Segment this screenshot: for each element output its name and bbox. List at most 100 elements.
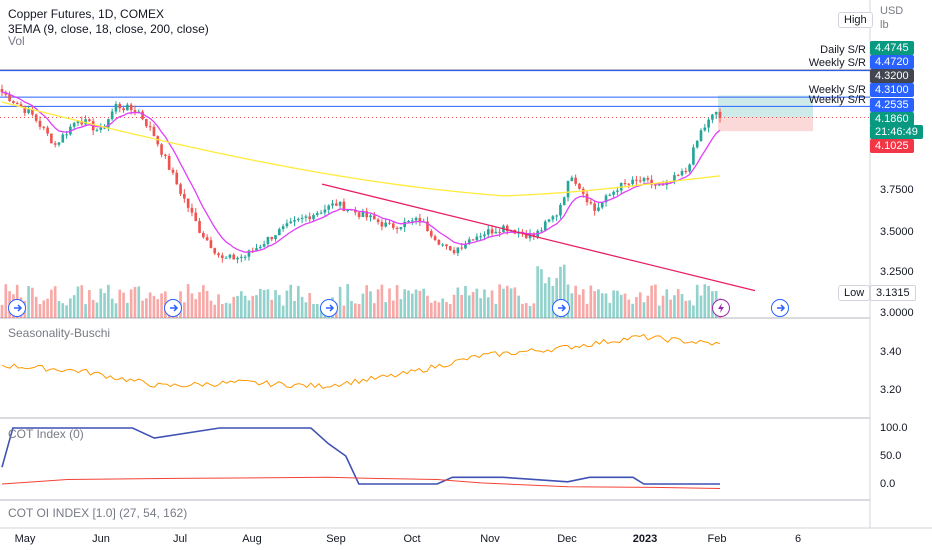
candle-body [631,179,634,185]
volume-bar [300,296,304,318]
volume-bar [152,295,156,318]
candle-body [414,217,418,221]
candle-body [232,254,236,260]
volume-bar [236,295,239,318]
candle-body [285,223,289,227]
candle-body [293,220,296,222]
volume-bar [274,290,277,318]
candle-body [357,212,361,217]
volume-bar [350,301,353,318]
candle-body [418,217,422,223]
candle-body [711,114,714,120]
volume-bar [243,295,247,318]
volume-bar [342,305,346,318]
sr-label-daily: Daily S/R [820,44,866,56]
volume-bar [593,291,596,318]
candle-body [524,233,528,239]
volume-bar [289,284,293,318]
sr-tag-weekly-1: 4.4720 [870,55,914,69]
volume-bar [270,299,274,318]
volume-bar [107,284,110,318]
volume-bar [114,303,118,318]
rollover-marker-icon[interactable] [164,299,182,317]
candle-body [638,180,642,182]
volume-bar [654,284,657,318]
volume-bar [255,295,258,318]
volume-bar [631,303,634,318]
volume-bar [437,302,441,318]
volume-bar [627,299,631,318]
volume-bar [42,300,46,318]
volume-bar [217,294,220,318]
volume-bar [84,304,87,318]
candle-body [692,147,695,165]
candle-body [23,106,27,113]
volume-bar [129,289,133,318]
rollover-marker-icon[interactable] [320,299,338,317]
volume-bar [502,288,505,318]
volume-bar [38,304,42,318]
candle-body [160,144,163,155]
candle-body [148,126,152,128]
sr-tag-weekly-3: 4.2535 [870,98,914,112]
volume-bar [0,304,4,318]
volume-bar [646,295,650,318]
candle-body [129,104,133,111]
volume-bar [403,289,407,318]
volume-bar [608,302,612,318]
candle-body [31,109,34,115]
candle-body [551,216,555,220]
candle-body [38,120,42,127]
candle-body [53,143,57,145]
event-lightning-icon[interactable] [712,299,730,317]
candle-body [315,213,319,216]
candle-body [699,130,703,141]
volume-bar [266,289,270,318]
candle-body [353,209,357,213]
candle-body [281,226,285,230]
time-tick: Nov [480,533,500,545]
candle-body [247,250,251,257]
rollover-marker-icon[interactable] [8,299,26,317]
price-tick: 3.0000 [880,307,914,319]
candle-body [494,231,498,234]
candle-body [578,183,581,189]
candle-body [562,197,566,205]
candle-body [372,215,376,220]
candle-body [342,201,346,212]
candle-body [167,155,171,170]
volume-bar [456,287,460,318]
candle-body [334,203,338,206]
volume-bar [296,286,300,318]
volume-bar [209,300,213,318]
volume-bar [684,300,688,318]
candle-body [262,244,266,247]
candle-body [95,129,99,131]
candle-body [597,207,600,211]
candle-body [566,180,570,198]
ema-200-line [1,101,721,197]
candle-body [8,94,11,102]
ema-legend: 3EMA (9, close, 18, close, 200, close) [8,22,209,36]
candle-body [407,220,410,222]
candle-body [627,183,631,185]
volume-bar [486,297,490,318]
rollover-marker-icon[interactable] [771,299,789,317]
volume-bar [27,286,30,318]
candle-body [209,240,213,249]
volume-bar [122,292,125,318]
volume-bar [194,299,198,318]
volume-bar [88,290,91,318]
candle-body [600,202,604,208]
volume-bar [441,298,444,318]
volume-bar [388,288,391,318]
volume-bar [4,284,8,318]
candle-body [224,257,228,259]
volume-bar [251,295,255,318]
candle-body [126,104,129,111]
candle-body [213,248,217,254]
volume-bar [578,294,581,318]
rollover-marker-icon[interactable] [552,299,570,317]
candle-body [646,178,650,180]
